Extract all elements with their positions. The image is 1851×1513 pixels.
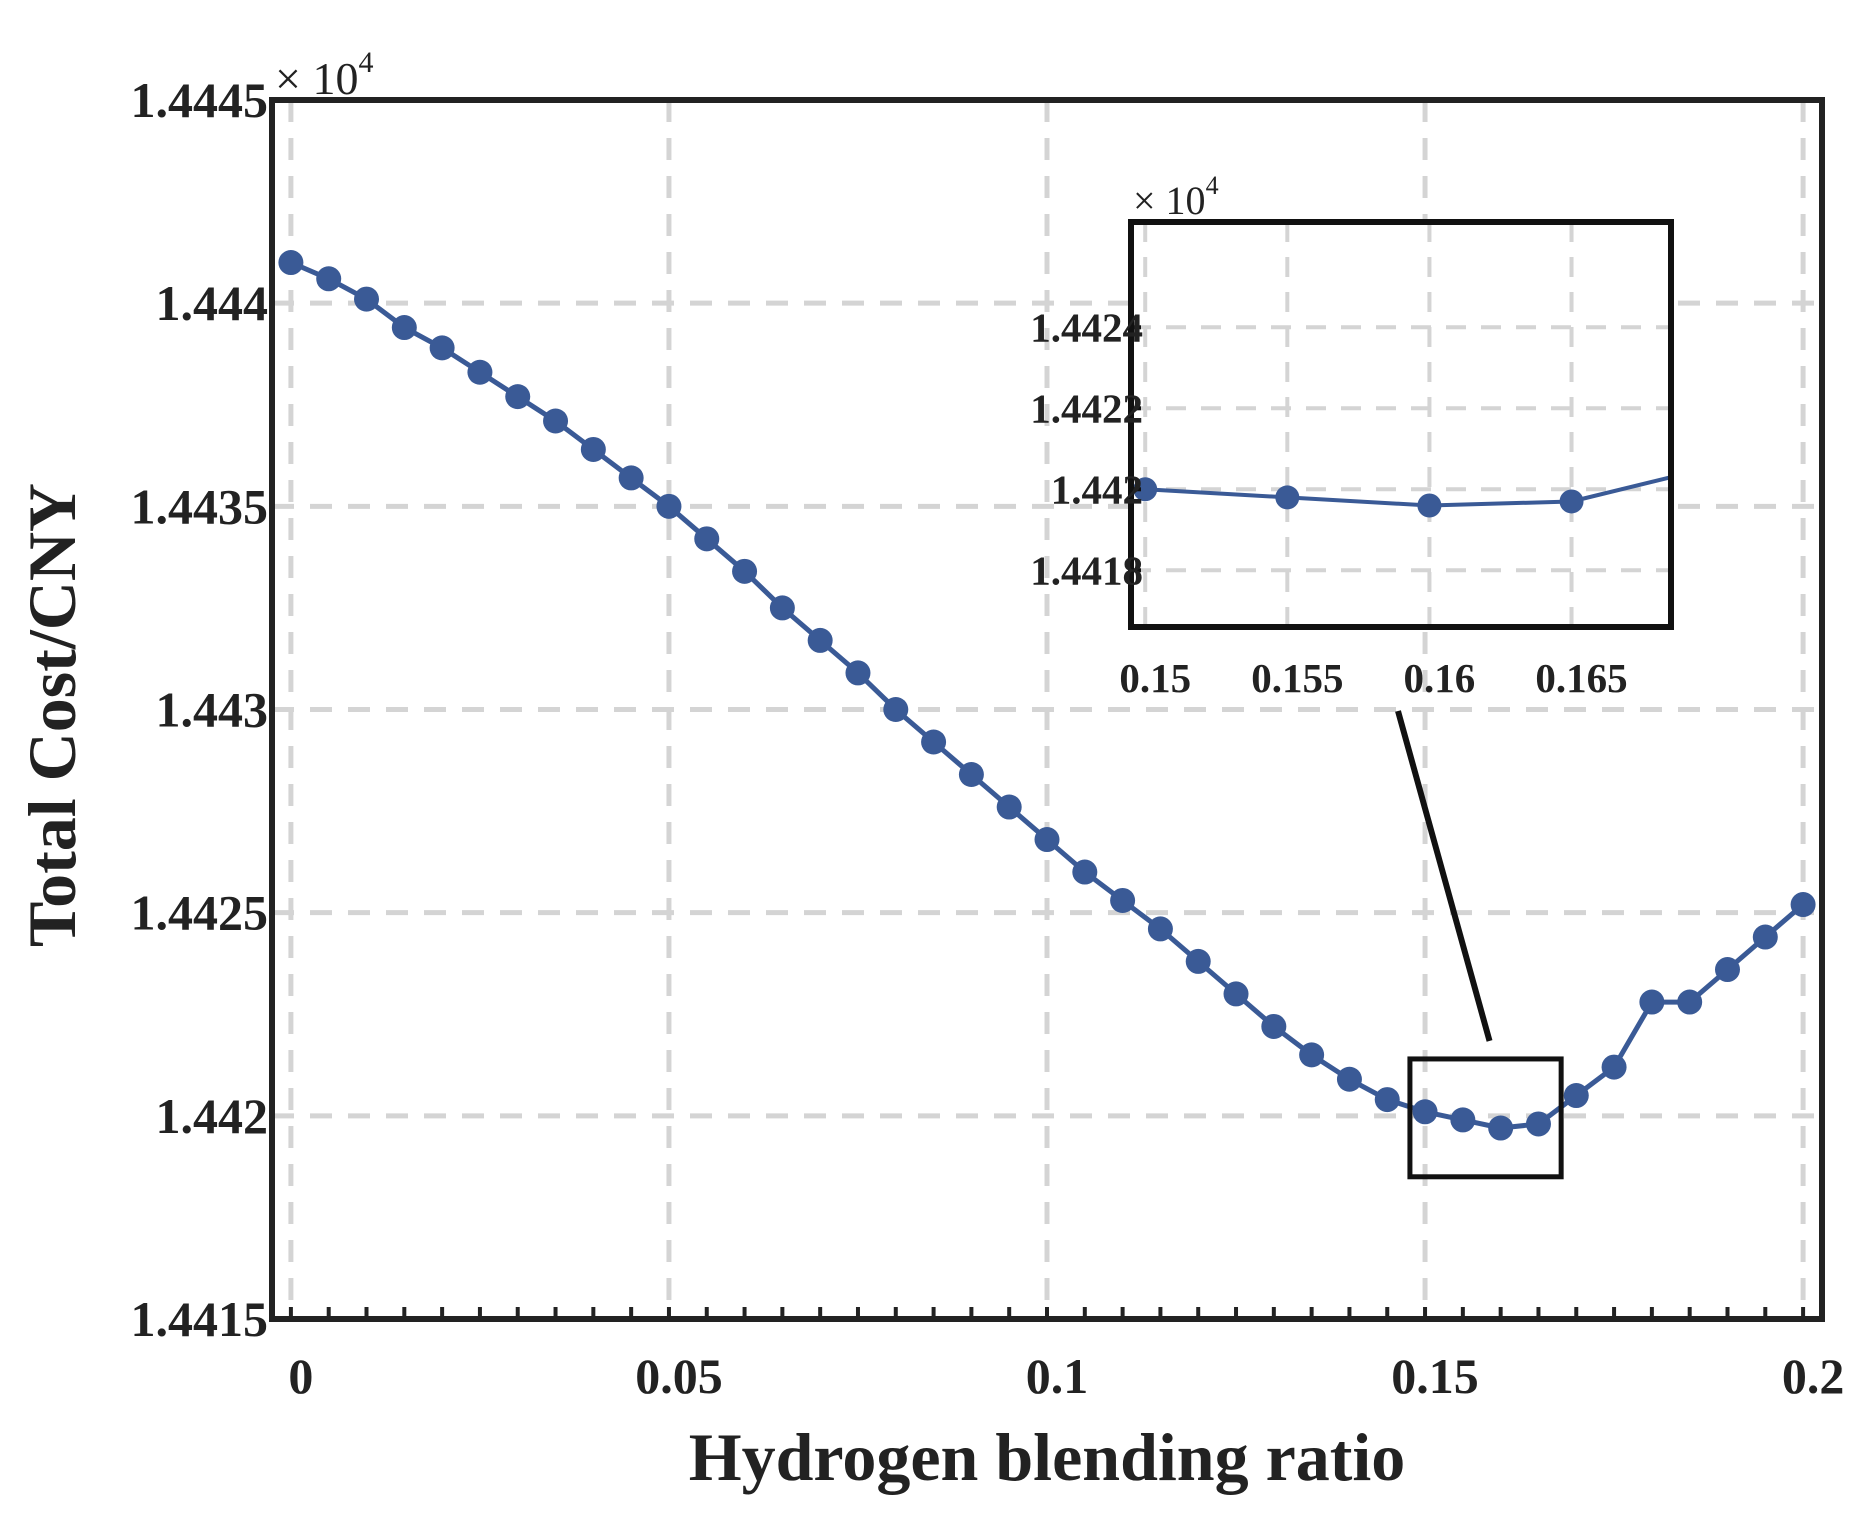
data-point [1601, 1054, 1627, 1080]
inset-data-point [1559, 489, 1584, 514]
data-point [1488, 1115, 1514, 1141]
inset-data-point [1133, 477, 1158, 502]
inset-grid [1131, 222, 1671, 627]
data-point [1336, 1066, 1362, 1092]
data-point [769, 595, 795, 621]
data-point [543, 408, 569, 434]
main-y-tick-label-2: 1.4425 [131, 885, 269, 941]
x-axis-title: Hydrogen blending ratio [689, 1419, 1406, 1495]
y-exponent-label: × 104 [275, 46, 373, 104]
inset-y-exponent-base: × 10 [1133, 178, 1206, 223]
data-point [694, 526, 720, 552]
inset-y-tick-label-2: 1.4422 [1030, 385, 1143, 431]
inset-data-point [1417, 493, 1442, 518]
y-axis-title: Total Cost/CNY [14, 483, 90, 947]
data-point [1072, 859, 1098, 885]
inset-x-tick-label-1: 0.155 [1251, 655, 1343, 701]
data-point [845, 660, 871, 686]
inset-y-tick-label-0: 1.4418 [1030, 547, 1143, 593]
data-point [354, 286, 380, 312]
data-point [1563, 1083, 1589, 1109]
main-y-tick-label-6: 1.4445 [131, 72, 269, 128]
data-point [1261, 1013, 1287, 1039]
inset-y-exponent-label: × 104 [1133, 171, 1219, 223]
main-x-tick-label-2: 0.1 [1026, 1348, 1089, 1404]
data-point [732, 558, 758, 584]
inset-background [1131, 222, 1671, 627]
inset-y-tick-label-3: 1.4424 [1030, 304, 1143, 350]
data-point [278, 250, 304, 276]
main-x-tick-label-4: 0.2 [1782, 1348, 1845, 1404]
zoom-box [1407, 1056, 1564, 1180]
inset-x-tick-labels: 0.15 0.155 0.16 0.165 [1119, 655, 1627, 701]
data-point [1110, 887, 1136, 913]
main-x-tick-label-3: 0.15 [1391, 1348, 1479, 1404]
data-point [1185, 948, 1211, 974]
data-point [1147, 916, 1173, 942]
data-point [656, 493, 682, 519]
data-point [1034, 827, 1060, 853]
data-point [921, 729, 947, 755]
inset-y-tick-labels: 1.4418 1.442 1.4422 1.4424 [1030, 304, 1143, 593]
main-y-tick-label-1: 1.442 [156, 1088, 269, 1144]
main-y-tick-labels: 1.4415 1.442 1.4425 1.443 1.4435 1.444 1.4445 [131, 72, 269, 1347]
inset-y-exponent-power: 4 [1206, 171, 1219, 200]
inset-series [1133, 475, 1672, 518]
data-point [1639, 989, 1665, 1015]
inset-x-tick-label-0: 0.15 [1119, 655, 1191, 701]
data-point [1223, 981, 1249, 1007]
data-point [316, 266, 342, 292]
main-y-tick-label-0: 1.4415 [131, 1291, 269, 1347]
main-y-tick-label-5: 1.444 [156, 275, 269, 331]
main-series [278, 250, 1816, 1141]
main-x-tick-labels: 0 0.05 0.1 0.15 0.2 [288, 1348, 1844, 1404]
inset-y-ticks [1131, 325, 1141, 573]
main-y-tick-label-4: 1.4435 [131, 478, 269, 534]
main-x-minor-ticks [288, 1307, 1806, 1319]
data-point [1299, 1042, 1325, 1068]
data-point [505, 384, 531, 410]
data-point [391, 315, 417, 341]
zoom-connector-line [1395, 710, 1493, 1042]
data-point [1412, 1099, 1438, 1125]
main-x-tick-label-0: 0 [288, 1348, 313, 1404]
data-point [1714, 957, 1740, 983]
data-point [996, 794, 1022, 820]
inset-plot-frame [1128, 219, 1674, 630]
main-x-tick-label-1: 0.05 [635, 1348, 723, 1404]
y-exponent-base: × 10 [275, 53, 358, 104]
data-point [429, 335, 455, 361]
data-point [807, 627, 833, 653]
inset-data-point [1275, 485, 1300, 510]
data-point [1752, 924, 1778, 950]
main-y-tick-label-3: 1.443 [156, 682, 269, 738]
data-point [580, 436, 606, 462]
inset-x-tick-label-3: 0.165 [1535, 655, 1627, 701]
data-point [1374, 1087, 1400, 1113]
inset-x-tick-label-2: 0.16 [1404, 655, 1476, 701]
data-point [1450, 1107, 1476, 1133]
data-point [1790, 892, 1816, 918]
data-point [618, 465, 644, 491]
data-point [958, 762, 984, 788]
data-point [883, 697, 909, 722]
data-point [1525, 1111, 1551, 1137]
inset-y-tick-label-1: 1.442 [1051, 466, 1143, 512]
y-exponent-power: 4 [358, 46, 373, 79]
data-point [1677, 989, 1703, 1015]
data-point [467, 359, 493, 385]
